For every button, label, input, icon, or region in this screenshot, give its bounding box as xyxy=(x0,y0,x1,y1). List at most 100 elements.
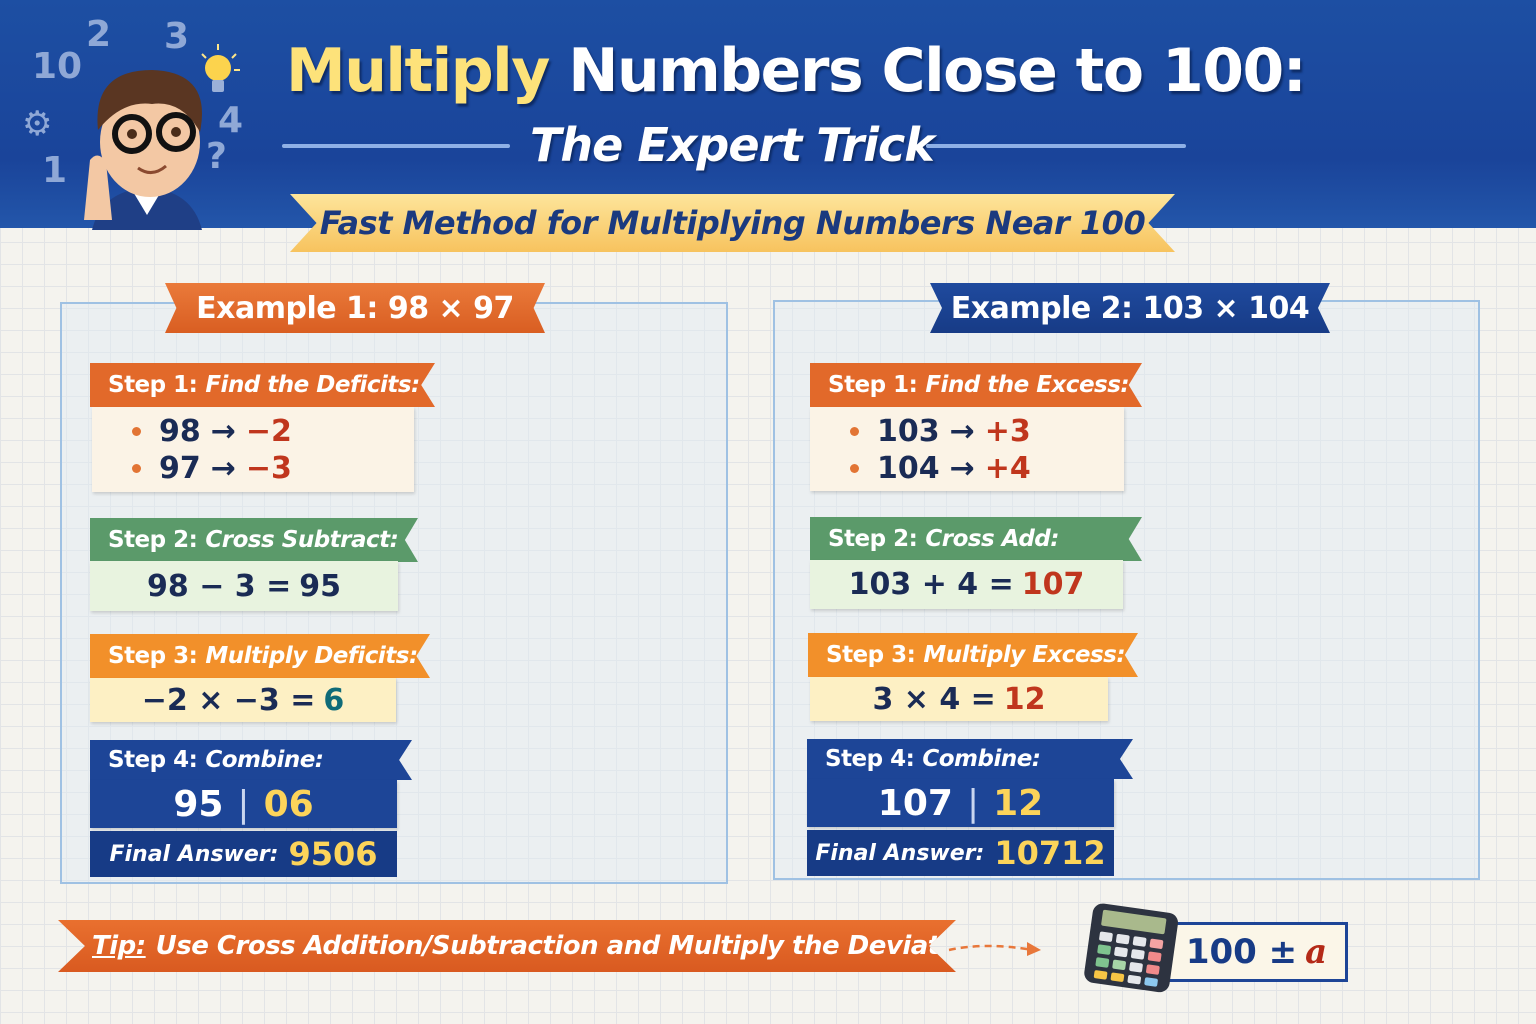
arrow-icon: → xyxy=(949,451,975,486)
deficit-line: 98 → −2 xyxy=(92,413,414,450)
final-label: Final Answer: xyxy=(109,841,279,867)
decor-number: 1 xyxy=(42,150,68,191)
bullet-icon xyxy=(850,427,859,436)
result: 6 xyxy=(323,682,345,718)
subtitle: The Expert Trick xyxy=(530,118,935,172)
final-answer: Final Answer: 9506 xyxy=(90,831,397,877)
bullet-icon xyxy=(132,427,141,436)
arrow-icon: → xyxy=(210,414,236,449)
step-title: Find the Excess: xyxy=(925,372,1130,398)
step-title: Multiply Deficits: xyxy=(205,643,418,669)
lightbulb-icon xyxy=(201,44,240,92)
step-number: Step 1: xyxy=(108,372,198,398)
excess-line: 103 → +3 xyxy=(810,413,1124,450)
decor-number: ? xyxy=(206,136,227,177)
expression: 103 + 4 = xyxy=(848,567,1014,602)
title-highlight: Multiply xyxy=(286,36,550,106)
step-number: Step 2: xyxy=(828,526,918,552)
step-4-label: Step 4: Combine: xyxy=(90,740,412,780)
bullet-icon xyxy=(850,464,859,473)
final-value: 10712 xyxy=(994,834,1106,872)
decor-number: 10 xyxy=(32,46,83,87)
result: 95 xyxy=(299,568,341,604)
deficit-line: 97 → −3 xyxy=(92,450,414,487)
step-3-label: Step 3: Multiply Deficits: xyxy=(90,634,430,678)
example-1-title: Example 1: 98 × 97 xyxy=(165,283,545,333)
title-rest: Numbers Close to 100: xyxy=(568,36,1306,106)
tip-label: Tip: xyxy=(92,931,146,961)
deviation: +4 xyxy=(984,451,1031,486)
separator: | xyxy=(966,782,980,824)
formula-box: 100 ± a xyxy=(1165,922,1348,982)
formula-variable: a xyxy=(1305,932,1328,972)
number: 104 xyxy=(877,451,940,486)
step-2-box: 103 + 4 = 107 xyxy=(810,560,1123,609)
number: 98 xyxy=(159,414,201,449)
left-part: 95 xyxy=(173,783,224,825)
step-1-box: 98 → −2 97 → −3 xyxy=(92,407,414,492)
left-part: 107 xyxy=(877,782,953,824)
right-part: 06 xyxy=(263,783,314,825)
step-title: Combine: xyxy=(205,747,324,773)
step-1-box: 103 → +3 104 → +4 xyxy=(810,407,1124,491)
divider xyxy=(282,144,510,148)
combine-box: 95 | 06 xyxy=(90,780,397,828)
step-number: Step 4: xyxy=(825,746,915,772)
separator: | xyxy=(237,783,250,825)
step-2-label: Step 2: Cross Add: xyxy=(810,517,1142,561)
calculator-icon xyxy=(1084,903,1179,993)
expression: 3 × 4 = xyxy=(872,681,996,717)
expression: −2 × −3 = xyxy=(141,682,316,718)
arrow-icon: → xyxy=(210,451,236,486)
step-4-label: Step 4: Combine: xyxy=(807,739,1133,779)
step-3-label: Step 3: Multiply Excess: xyxy=(808,633,1138,677)
final-label: Final Answer: xyxy=(815,840,985,866)
step-number: Step 3: xyxy=(826,642,916,668)
expression: 98 − 3 = xyxy=(147,568,292,604)
step-1-label: Step 1: Find the Excess: xyxy=(810,363,1142,407)
step-3-box: 3 × 4 = 12 xyxy=(810,677,1108,721)
example-2-title: Example 2: 103 × 104 xyxy=(930,283,1330,333)
right-part: 12 xyxy=(993,782,1044,824)
deviation: +3 xyxy=(984,414,1031,449)
step-3-box: −2 × −3 = 6 xyxy=(90,678,396,722)
tip-banner: Tip: Use Cross Addition/Subtraction and M… xyxy=(58,920,956,972)
step-title: Find the Deficits: xyxy=(205,372,420,398)
step-number: Step 1: xyxy=(828,372,918,398)
final-answer: Final Answer: 10712 xyxy=(807,830,1114,876)
step-2-label: Step 2: Cross Subtract: xyxy=(90,518,418,562)
dashed-arrow-icon xyxy=(948,942,1041,956)
combine-box: 107 | 12 xyxy=(807,779,1114,827)
step-1-label: Step 1: Find the Deficits: xyxy=(90,363,435,407)
result: 107 xyxy=(1021,567,1085,602)
excess-line: 104 → +4 xyxy=(810,450,1124,487)
number: 103 xyxy=(877,414,940,449)
deviation: −2 xyxy=(245,414,292,449)
step-title: Cross Add: xyxy=(925,526,1059,552)
step-title: Combine: xyxy=(922,746,1041,772)
page-title: Multiply Numbers Close to 100: xyxy=(286,36,1307,106)
number: 97 xyxy=(159,451,201,486)
student-avatar xyxy=(84,70,202,230)
step-title: Multiply Excess: xyxy=(923,642,1126,668)
banner-text: Fast Method for Multiplying Numbers Near… xyxy=(319,204,1146,242)
bullet-icon xyxy=(132,464,141,473)
step-2-box: 98 − 3 = 95 xyxy=(90,561,398,611)
banner: Fast Method for Multiplying Numbers Near… xyxy=(290,194,1175,252)
gear-icon: ⚙ xyxy=(22,104,53,144)
formula-base: 100 ± xyxy=(1185,932,1298,972)
deviation: −3 xyxy=(245,451,292,486)
step-number: Step 4: xyxy=(108,747,198,773)
step-title: Cross Subtract: xyxy=(205,527,399,553)
decor-number: 2 xyxy=(86,14,112,55)
step-number: Step 3: xyxy=(108,643,198,669)
step-number: Step 2: xyxy=(108,527,198,553)
final-value: 9506 xyxy=(288,835,378,873)
arrow-icon: → xyxy=(949,414,975,449)
decor-number: 3 xyxy=(164,16,190,57)
tip-text: Use Cross Addition/Subtraction and Multi… xyxy=(155,931,999,961)
header xyxy=(0,0,1536,228)
divider xyxy=(926,144,1186,148)
decor-number: 4 xyxy=(218,100,244,141)
result: 12 xyxy=(1003,681,1046,717)
